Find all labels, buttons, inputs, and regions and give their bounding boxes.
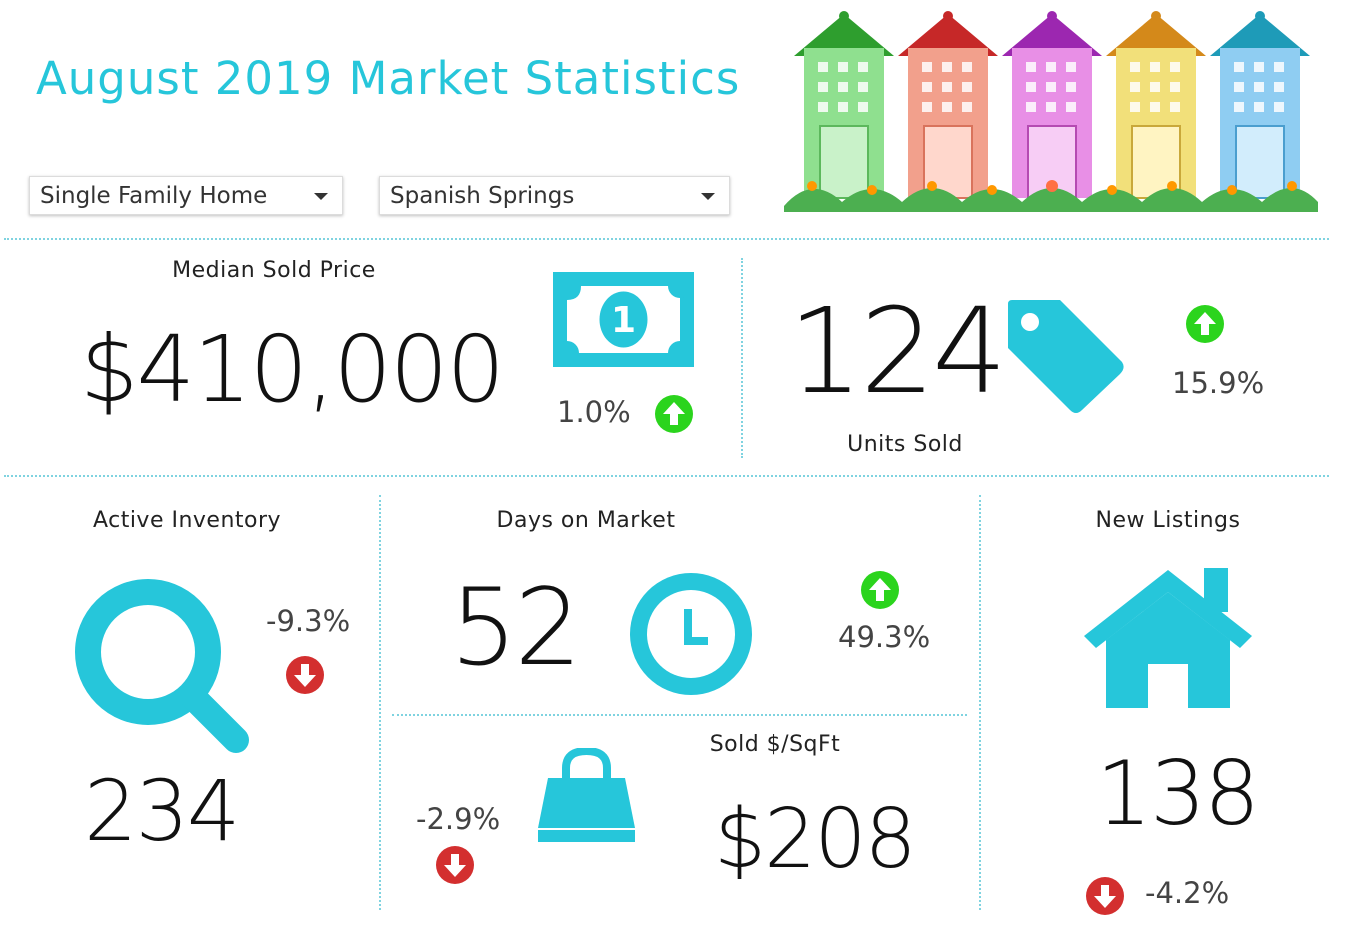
- active-inventory-change: -9.3%: [266, 604, 351, 638]
- property-type-select[interactable]: Single Family Home: [29, 176, 343, 215]
- median-sold-price-label: Median Sold Price: [172, 258, 376, 283]
- property-type-value: Single Family Home: [40, 182, 268, 209]
- clock-icon: [630, 573, 752, 699]
- median-sold-price-value: $410,000: [80, 316, 505, 423]
- search-icon: [74, 578, 250, 758]
- house-icon: [1080, 566, 1256, 712]
- money-bill-icon: 1: [553, 272, 694, 371]
- divider: [979, 495, 981, 910]
- sold-per-sqft-change: -2.9%: [416, 802, 501, 836]
- median-sold-price-change: 1.0%: [557, 395, 631, 429]
- svg-text:1: 1: [611, 300, 636, 341]
- divider: [4, 238, 1329, 240]
- page-title: August 2019 Market Statistics: [36, 52, 741, 105]
- arrow-down-icon: [436, 846, 474, 884]
- units-sold-value: 124: [788, 282, 1007, 420]
- units-sold-change: 15.9%: [1172, 366, 1265, 400]
- arrow-down-icon: [1086, 877, 1124, 915]
- active-inventory-value: 234: [84, 762, 240, 860]
- arrow-down-icon: [286, 656, 324, 694]
- days-on-market-label: Days on Market: [496, 508, 676, 533]
- arrow-up-icon: [655, 395, 693, 433]
- arrow-up-icon: [1186, 305, 1224, 343]
- days-on-market-value: 52: [450, 566, 582, 689]
- divider: [379, 495, 381, 910]
- buildings-illustration: [782, 6, 1322, 212]
- days-on-market-change: 49.3%: [838, 620, 931, 654]
- new-listings-label: New Listings: [1095, 508, 1241, 533]
- area-value: Spanish Springs: [390, 182, 575, 209]
- chevron-down-icon: [314, 193, 328, 200]
- price-tag-icon: [1004, 296, 1126, 420]
- sold-per-sqft-label: Sold $/SqFt: [709, 732, 841, 757]
- new-listings-value: 138: [1096, 742, 1260, 845]
- sold-per-sqft-value: $208: [714, 792, 917, 887]
- divider: [741, 258, 743, 458]
- new-listings-change: -4.2%: [1145, 876, 1230, 910]
- chevron-down-icon: [701, 193, 715, 200]
- shopping-bag-icon: [538, 746, 635, 846]
- divider: [392, 714, 967, 716]
- area-select[interactable]: Spanish Springs: [379, 176, 730, 215]
- divider: [4, 475, 1329, 477]
- units-sold-label: Units Sold: [847, 432, 963, 457]
- active-inventory-label: Active Inventory: [92, 508, 282, 533]
- arrow-up-icon: [861, 571, 899, 609]
